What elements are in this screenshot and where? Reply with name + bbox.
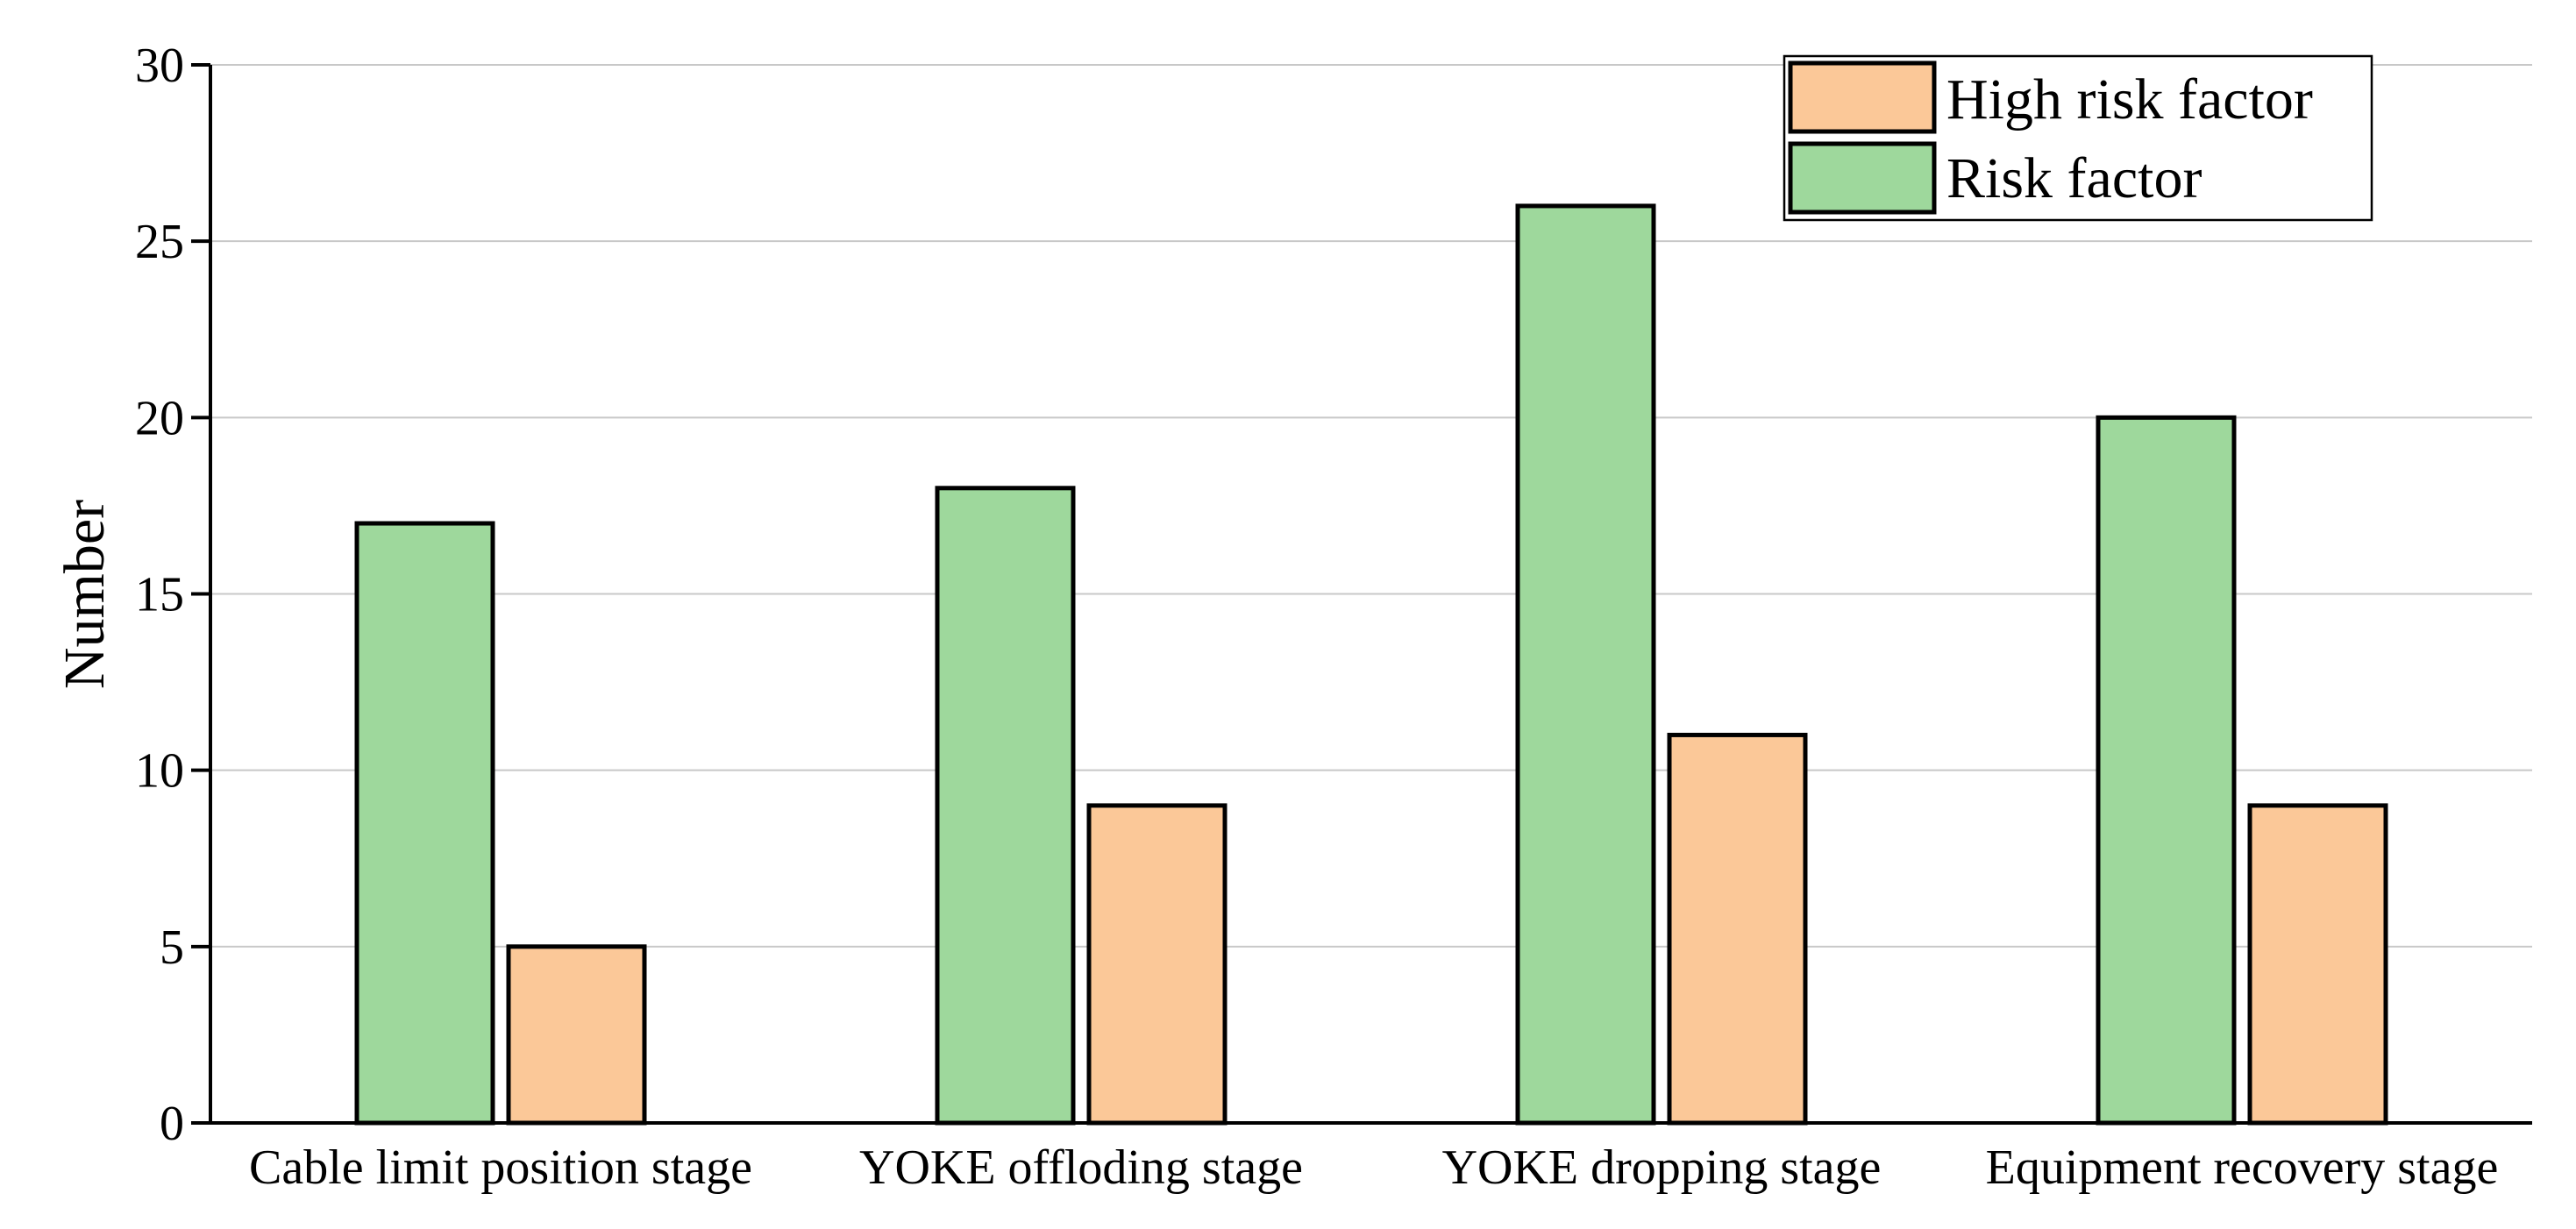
x-category-label-0: Cable limit position stage — [249, 1140, 752, 1195]
bar-high-risk-factor-3 — [2247, 803, 2388, 1126]
x-category-label-2: YOKE dropping stage — [1442, 1140, 1882, 1195]
y-tick-label-20: 20 — [135, 391, 184, 445]
x-category-label-1: YOKE offloding stage — [859, 1140, 1303, 1195]
y-tick-label-10: 10 — [135, 744, 184, 799]
legend-label-high-risk: High risk factor — [1946, 67, 2313, 131]
legend-swatch-high-risk — [1788, 60, 1937, 134]
legend-swatch-risk — [1788, 141, 1937, 215]
y-ticks: 0 5 10 15 20 25 30 — [135, 39, 210, 1151]
bar-risk-factor-3 — [2096, 415, 2237, 1126]
y-axis-title: Number — [53, 500, 117, 689]
legend: High risk factor Risk factor — [1783, 54, 2373, 222]
bars — [354, 203, 2388, 1126]
x-category-labels: Cable limit position stage YOKE offloding… — [249, 1140, 2498, 1195]
legend-label-risk: Risk factor — [1946, 146, 2202, 210]
y-tick-label-15: 15 — [135, 568, 184, 622]
bar-high-risk-factor-2 — [1667, 732, 1808, 1126]
x-category-label-3: Equipment recovery stage — [1986, 1140, 2499, 1195]
bar-risk-factor-0 — [354, 521, 495, 1126]
y-tick-label-0: 0 — [160, 1097, 184, 1151]
y-tick-label-25: 25 — [135, 215, 184, 269]
bar-risk-factor-1 — [935, 486, 1076, 1126]
bar-high-risk-factor-0 — [506, 944, 647, 1126]
bar-high-risk-factor-1 — [1086, 803, 1228, 1126]
y-tick-label-5: 5 — [160, 920, 184, 975]
y-tick-label-30: 30 — [135, 39, 184, 93]
bar-risk-factor-2 — [1515, 203, 1656, 1126]
